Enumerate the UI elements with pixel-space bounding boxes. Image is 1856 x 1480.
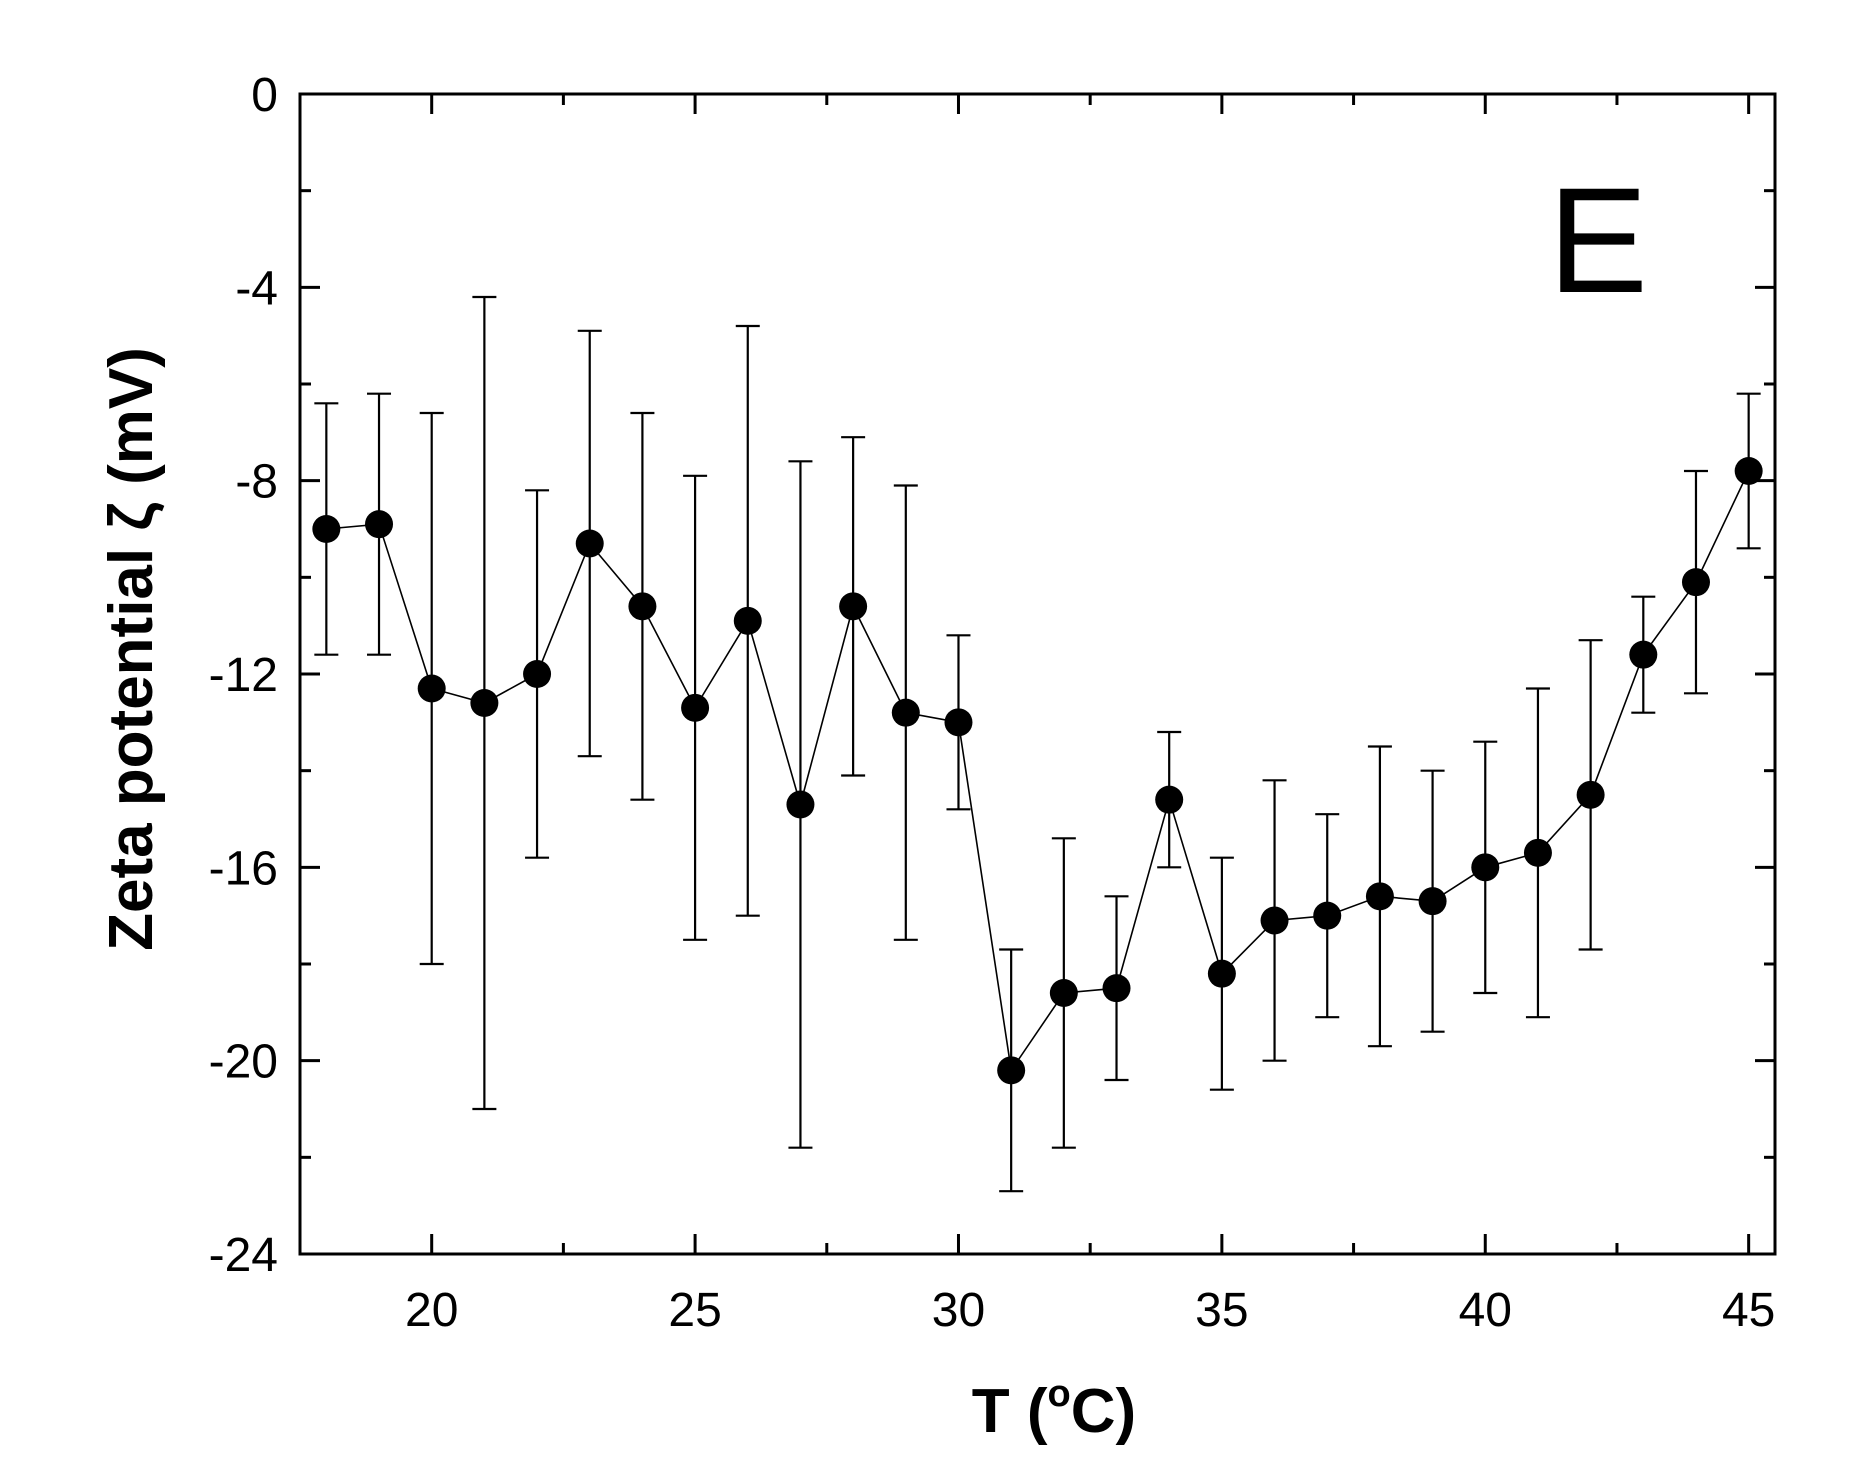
y-tick-label: -16 [209, 842, 278, 895]
data-point [1681, 469, 1710, 695]
y-tick-label: -12 [209, 649, 278, 702]
data-point [1734, 392, 1763, 550]
data-point [681, 474, 710, 941]
x-axis-title-main: T ( [972, 1377, 1048, 1446]
data-point [365, 392, 394, 656]
data-point [786, 460, 815, 1149]
y-axis-title: Zeta potential ζ (mV) [97, 347, 166, 951]
data-point [470, 295, 499, 1111]
panel-label: E [1548, 156, 1648, 324]
data-marker [1418, 887, 1447, 916]
data-marker [1681, 568, 1710, 597]
data-marker [997, 1056, 1026, 1085]
data-marker [1576, 780, 1605, 809]
data-marker [575, 529, 604, 558]
data-point [1102, 895, 1131, 1082]
data-point [1576, 639, 1605, 951]
axis-ticks [300, 94, 1775, 1254]
x-tick-label: 20 [405, 1284, 458, 1337]
data-point [891, 484, 920, 941]
data-marker [681, 693, 710, 722]
y-tick-label: 0 [251, 69, 278, 122]
data-marker [1523, 838, 1552, 867]
data-point [628, 411, 657, 801]
y-tick-label: -20 [209, 1036, 278, 1089]
series-line [326, 470, 1750, 1073]
data-point [1260, 779, 1289, 1062]
data-point [1629, 595, 1658, 714]
y-tick-label: -8 [235, 456, 278, 509]
data-marker [417, 674, 446, 703]
x-tick-label: 40 [1459, 1284, 1512, 1337]
data-marker [1313, 901, 1342, 930]
data-point [1418, 769, 1447, 1033]
data-marker [1734, 457, 1763, 485]
data-point [575, 329, 604, 758]
data-point [1365, 745, 1394, 1048]
x-tick-label: 35 [1195, 1284, 1248, 1337]
data-marker [733, 606, 762, 635]
x-axis-title-superscript: o [1048, 1373, 1071, 1415]
data-marker [628, 592, 657, 621]
y-tick-label: -4 [235, 262, 278, 315]
data-point [417, 411, 446, 966]
data-marker [1049, 979, 1078, 1007]
x-tick-label: 25 [668, 1284, 721, 1337]
data-marker [365, 510, 394, 539]
y-tick-label: -24 [209, 1229, 278, 1282]
data-point [997, 948, 1026, 1193]
data-point [944, 634, 973, 811]
data-marker [1629, 640, 1658, 669]
data-marker [1365, 882, 1394, 911]
data-point [839, 436, 868, 777]
data-marker [786, 790, 815, 819]
data-marker [839, 592, 868, 621]
data-marker [1102, 974, 1131, 1003]
x-axis-title: T (oC) [972, 1373, 1136, 1446]
data-marker [1471, 853, 1500, 882]
x-axis-title-unit: C) [1071, 1377, 1136, 1446]
data-marker [944, 708, 973, 737]
data-marker [1260, 906, 1289, 935]
data-marker [470, 689, 499, 717]
data-point [1155, 730, 1184, 869]
data-marker [523, 660, 552, 688]
data-point [1523, 687, 1552, 1019]
data-point [733, 324, 762, 917]
data-point [312, 402, 341, 656]
data-marker [891, 698, 920, 727]
data-marker [1207, 959, 1236, 988]
data-point [1313, 813, 1342, 1019]
data-point [523, 489, 552, 859]
data-marker [312, 515, 341, 543]
x-tick-label: 45 [1722, 1284, 1775, 1337]
data-point [1471, 740, 1500, 995]
tick-labels: 20 25 30 35 40 45 0 -4 -8 -12 -16 -20 -24 [209, 69, 1776, 1337]
data-point [1049, 837, 1078, 1149]
x-tick-label: 30 [932, 1284, 985, 1337]
data-point [1207, 856, 1236, 1091]
data-marker [1155, 785, 1184, 814]
plot-area [312, 295, 1763, 1193]
